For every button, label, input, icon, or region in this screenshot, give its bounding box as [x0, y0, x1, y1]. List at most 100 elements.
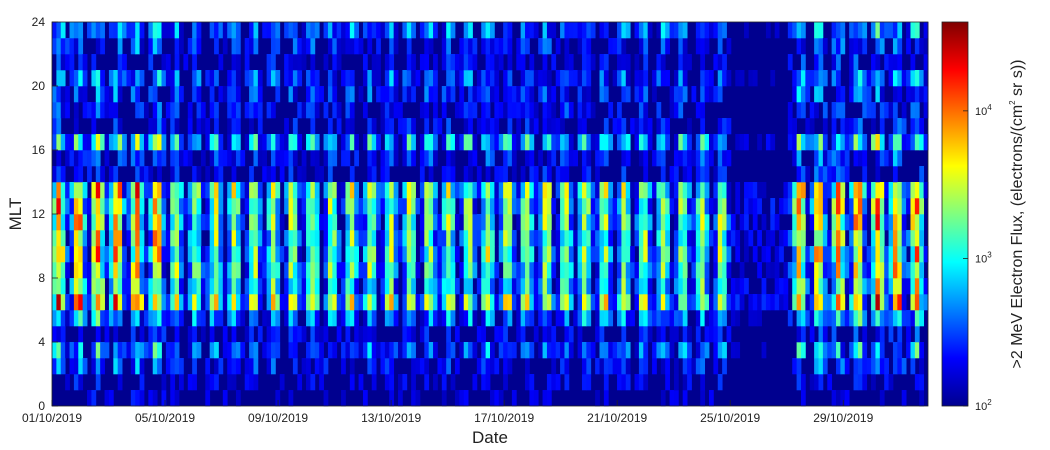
- heatmap-cell: [490, 342, 495, 359]
- heatmap-cell: [923, 134, 929, 151]
- heatmap-cell: [814, 150, 819, 167]
- heatmap-cell: [468, 166, 473, 183]
- heatmap-cell: [292, 150, 298, 167]
- heatmap-cell: [82, 262, 88, 279]
- heatmap-cell: [884, 310, 889, 327]
- heatmap-cell: [419, 326, 425, 343]
- heatmap-cell: [643, 134, 649, 151]
- heatmap-cell: [380, 198, 386, 215]
- heatmap-cell: [367, 86, 373, 103]
- heatmap-cell: [82, 358, 88, 375]
- heatmap-cell: [625, 198, 631, 215]
- heatmap-cell: [183, 150, 189, 167]
- heatmap-cell: [389, 342, 395, 359]
- heatmap-cell: [271, 182, 276, 199]
- heatmap-cell: [914, 38, 920, 55]
- heatmap-cell: [157, 22, 162, 39]
- heatmap-cell: [595, 246, 600, 263]
- heatmap-cell: [306, 22, 311, 39]
- heatmap-cell: [599, 342, 605, 359]
- heatmap-cell: [345, 102, 351, 119]
- heatmap-cell: [108, 230, 114, 247]
- heatmap-cell: [100, 86, 105, 103]
- heatmap-cell: [249, 342, 254, 359]
- heatmap-cell: [367, 118, 373, 135]
- heatmap-cell: [257, 198, 263, 215]
- heatmap-cell: [748, 70, 754, 87]
- heatmap-cell: [424, 86, 430, 103]
- heatmap-cell: [165, 342, 171, 359]
- heatmap-cell: [130, 38, 136, 55]
- heatmap-cell: [218, 182, 224, 199]
- heatmap-cell: [888, 310, 894, 327]
- heatmap-cell: [336, 262, 342, 279]
- heatmap-cell: [218, 278, 224, 295]
- heatmap-cell: [249, 326, 254, 343]
- heatmap-cell: [700, 358, 706, 375]
- heatmap-cell: [577, 86, 583, 103]
- heatmap-cell: [840, 182, 846, 199]
- heatmap-cell: [143, 278, 149, 295]
- heatmap-cell: [104, 326, 110, 343]
- heatmap-cell: [700, 166, 706, 183]
- heatmap-cell: [122, 70, 127, 87]
- heatmap-cell: [862, 246, 868, 263]
- heatmap-cell: [297, 70, 303, 87]
- heatmap-cell: [779, 246, 784, 263]
- heatmap-cell: [91, 54, 97, 71]
- heatmap-cell: [862, 326, 868, 343]
- heatmap-cell: [358, 326, 364, 343]
- heatmap-cell: [516, 38, 522, 55]
- heatmap-cell: [73, 294, 79, 311]
- heatmap-cell: [485, 166, 491, 183]
- heatmap-cell: [647, 182, 653, 199]
- heatmap-cell: [306, 310, 311, 327]
- heatmap-cell: [349, 102, 355, 119]
- heatmap-cell: [665, 118, 670, 135]
- heatmap-cell: [717, 134, 723, 151]
- heatmap-cell: [691, 150, 697, 167]
- heatmap-cell: [608, 262, 614, 279]
- heatmap-cell: [349, 342, 355, 359]
- heatmap-cell: [612, 358, 618, 375]
- heatmap-cell: [800, 214, 806, 231]
- heatmap-cell: [235, 86, 241, 103]
- heatmap-cell: [538, 310, 543, 327]
- heatmap-cell: [393, 86, 399, 103]
- heatmap-cell: [450, 198, 456, 215]
- heatmap-cell: [792, 22, 797, 39]
- heatmap-cell: [393, 150, 399, 167]
- heatmap-cell: [888, 70, 894, 87]
- heatmap-cell: [218, 150, 224, 167]
- heatmap-cell: [919, 358, 925, 375]
- heatmap-cell: [214, 70, 219, 87]
- heatmap-cell: [284, 262, 289, 279]
- heatmap-cell: [301, 262, 307, 279]
- heatmap-cell: [200, 310, 206, 327]
- heatmap-cell: [362, 246, 368, 263]
- heatmap-cell: [669, 310, 675, 327]
- heatmap-cell: [231, 182, 237, 199]
- heatmap-cell: [433, 70, 438, 87]
- heatmap-cell: [227, 358, 232, 375]
- heatmap-cell: [314, 230, 320, 247]
- heatmap-cell: [402, 214, 408, 231]
- heatmap-cell: [428, 262, 434, 279]
- heatmap-cell: [796, 102, 802, 119]
- heatmap-cell: [152, 22, 158, 39]
- heatmap-cell: [792, 86, 797, 103]
- heatmap-cell: [875, 230, 881, 247]
- heatmap-cell: [314, 70, 320, 87]
- heatmap-cell: [376, 342, 381, 359]
- heatmap-cell: [227, 342, 232, 359]
- heatmap-cell: [314, 278, 320, 295]
- heatmap-cell: [362, 182, 368, 199]
- heatmap-cell: [253, 342, 259, 359]
- heatmap-cell: [148, 310, 154, 327]
- heatmap-cell: [165, 246, 171, 263]
- heatmap-cell: [345, 230, 351, 247]
- heatmap-cell: [424, 38, 430, 55]
- heatmap-cell: [673, 230, 679, 247]
- heatmap-cell: [52, 102, 57, 119]
- heatmap-cell: [730, 310, 736, 327]
